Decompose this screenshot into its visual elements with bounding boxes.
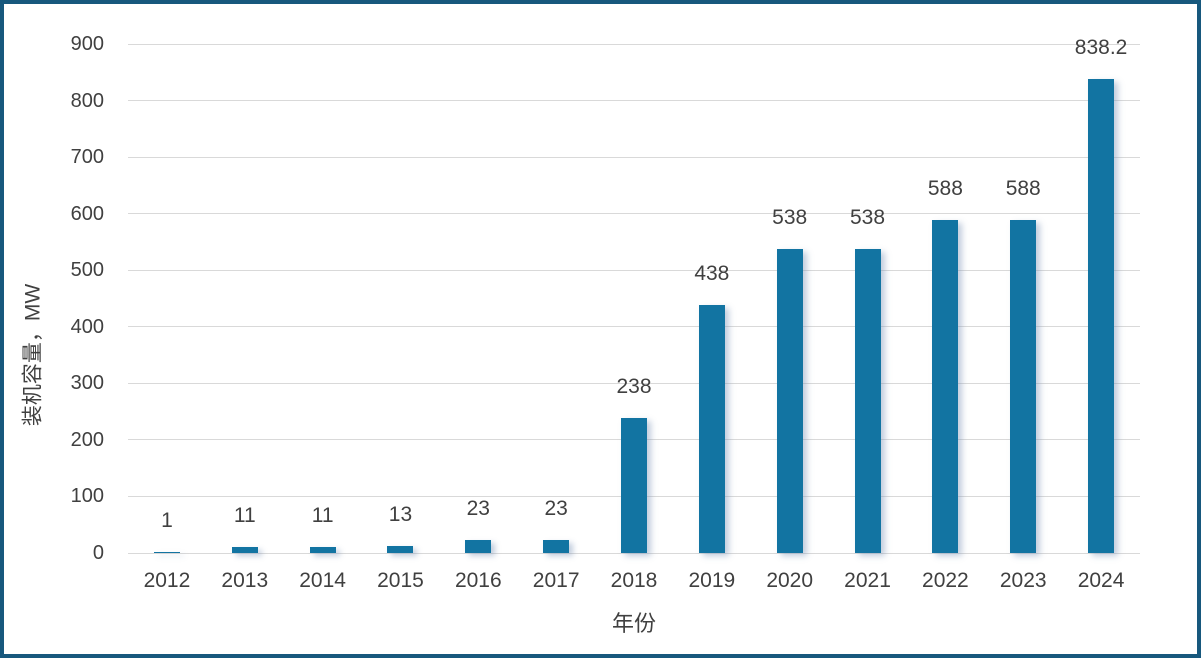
bar-2021 bbox=[854, 248, 881, 553]
gridline-y0 bbox=[128, 552, 1140, 554]
x-tick-label-2024: 2024 bbox=[1077, 569, 1125, 592]
bar-value-label-2023: 588 bbox=[1005, 177, 1041, 201]
y-tick-label-800: 800 bbox=[70, 89, 104, 112]
bar-value-label-2020: 538 bbox=[772, 205, 808, 229]
bar-value-label-2024: 838.2 bbox=[1074, 35, 1128, 59]
bar-value-label-2014: 11 bbox=[311, 503, 334, 527]
bar-value-label-2012: 1 bbox=[161, 509, 173, 533]
bar-value-label-2017: 23 bbox=[544, 497, 568, 520]
bar-value-label-2013: 11 bbox=[233, 503, 256, 527]
x-tick-label-2019: 2019 bbox=[688, 569, 736, 592]
bar-value-label-2019: 438 bbox=[694, 262, 730, 286]
gridline-y500 bbox=[128, 269, 1140, 271]
bar-value-label-2021: 538 bbox=[850, 205, 886, 229]
bar-2018 bbox=[621, 418, 647, 553]
x-tick-label-2013: 2013 bbox=[221, 569, 269, 592]
x-tick-label-2017: 2017 bbox=[532, 569, 580, 592]
bar-2022 bbox=[932, 220, 959, 553]
gridline-y800 bbox=[128, 100, 1140, 102]
x-tick-label-2014: 2014 bbox=[299, 569, 346, 592]
bar-2024 bbox=[1088, 78, 1115, 553]
y-tick-label-100: 100 bbox=[70, 485, 104, 508]
gridline-y600 bbox=[128, 213, 1140, 215]
y-tick-label-300: 300 bbox=[70, 372, 104, 395]
plot-area: 1 11 11 13 23 23 238 438 538 538 588 588 838.2 bbox=[128, 36, 1140, 554]
x-axis-title: 年份 bbox=[611, 611, 656, 636]
x-tick-label-2012: 2012 bbox=[143, 569, 191, 592]
y-tick-label-0: 0 bbox=[92, 542, 104, 564]
gridline-y700 bbox=[128, 156, 1140, 158]
bar-2013 bbox=[231, 546, 258, 553]
bar-value-label-2016: 23 bbox=[466, 497, 490, 520]
bar-2020 bbox=[776, 248, 803, 553]
bar-2015 bbox=[387, 545, 414, 553]
bar-2023 bbox=[1010, 220, 1037, 553]
gridline-y900 bbox=[128, 43, 1140, 45]
y-tick-label-500: 500 bbox=[70, 259, 104, 282]
x-tick-label-2022: 2022 bbox=[922, 569, 969, 592]
bar-value-label-2015: 13 bbox=[388, 502, 413, 526]
x-tick-label-2015: 2015 bbox=[377, 569, 424, 592]
x-tick-label-2016: 2016 bbox=[454, 569, 502, 592]
y-tick-label-700: 700 bbox=[70, 146, 104, 169]
bar-2019 bbox=[698, 305, 725, 553]
bar-2017 bbox=[543, 540, 570, 553]
y-tick-label-400: 400 bbox=[70, 315, 104, 338]
x-tick-label-2018: 2018 bbox=[610, 569, 658, 592]
bar-2012 bbox=[153, 551, 180, 553]
x-tick-label-2023: 2023 bbox=[999, 569, 1047, 592]
gridline-y300 bbox=[128, 382, 1140, 384]
bar-value-label-2018: 238 bbox=[616, 375, 652, 399]
x-tick-label-2021: 2021 bbox=[844, 569, 891, 592]
x-tick-label-2020: 2020 bbox=[766, 569, 814, 592]
bar-value-label-2022: 588 bbox=[927, 177, 963, 201]
y-axis-title: 装机容量，MW bbox=[21, 283, 45, 427]
y-tick-label-200: 200 bbox=[70, 428, 104, 451]
bar-2016 bbox=[465, 540, 492, 553]
gridline-y400 bbox=[128, 326, 1140, 328]
bar-2014 bbox=[309, 546, 336, 553]
y-tick-label-900: 900 bbox=[70, 33, 104, 55]
y-tick-label-600: 600 bbox=[70, 202, 104, 225]
